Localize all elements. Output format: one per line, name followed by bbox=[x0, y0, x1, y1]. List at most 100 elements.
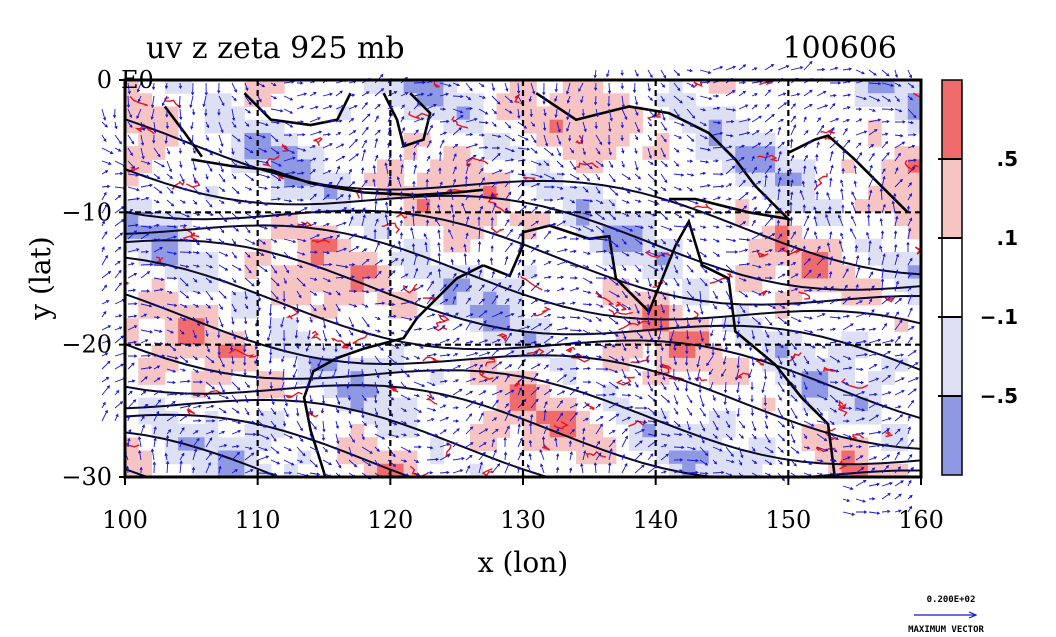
shade-cell bbox=[403, 80, 418, 94]
shade-cell bbox=[761, 450, 776, 465]
shade-cell bbox=[602, 291, 617, 306]
zeta-contour bbox=[554, 421, 569, 430]
shade-cell bbox=[324, 278, 338, 293]
shade-cell bbox=[509, 384, 524, 399]
shade-cell bbox=[164, 80, 179, 94]
shade-cell bbox=[469, 212, 484, 227]
shade-cell bbox=[363, 463, 378, 477]
shade-cell bbox=[841, 397, 856, 412]
shade-cell bbox=[217, 331, 232, 346]
shade-cell bbox=[125, 212, 139, 227]
zeta-contour bbox=[228, 348, 257, 359]
shade-cell bbox=[867, 238, 882, 253]
shade-cell bbox=[655, 344, 670, 359]
shade-cell bbox=[775, 146, 789, 160]
shade-cell bbox=[708, 371, 723, 385]
shade-cell bbox=[403, 252, 418, 266]
shade-cell bbox=[337, 106, 352, 121]
shade-cell bbox=[164, 252, 179, 266]
shade-cell bbox=[496, 172, 511, 187]
shade-cell bbox=[642, 252, 657, 266]
shade-cell bbox=[363, 172, 378, 187]
shade-cell bbox=[297, 225, 312, 240]
shade-cell bbox=[629, 331, 643, 346]
shade-cell bbox=[324, 172, 338, 187]
colorbar-swatch bbox=[942, 238, 962, 317]
shade-cell bbox=[151, 212, 166, 227]
shade-cell bbox=[337, 450, 352, 465]
shade-cell bbox=[416, 80, 431, 94]
shade-cell bbox=[761, 331, 776, 346]
shade-cell bbox=[722, 159, 736, 174]
shade-cell bbox=[337, 252, 352, 266]
shade-cell bbox=[377, 80, 391, 94]
shade-cell bbox=[509, 397, 524, 412]
shade-cell bbox=[151, 357, 166, 372]
shade-cell bbox=[284, 132, 298, 147]
shade-cell bbox=[841, 410, 856, 425]
shade-cell bbox=[828, 371, 842, 385]
shade-cell bbox=[602, 437, 617, 452]
zeta-contour bbox=[182, 231, 198, 242]
shade-cell bbox=[469, 371, 484, 385]
shade-cell bbox=[231, 119, 245, 134]
shade-cell bbox=[270, 384, 285, 399]
colorbar-label: −.5 bbox=[980, 384, 1018, 408]
shade-cell bbox=[907, 265, 921, 279]
shade-cell bbox=[682, 437, 696, 452]
shade-cell bbox=[867, 371, 882, 385]
shade-cell bbox=[615, 331, 630, 346]
zeta-contour bbox=[570, 353, 590, 363]
shade-cell bbox=[615, 291, 630, 306]
shade-cell bbox=[854, 238, 869, 253]
shade-cell bbox=[125, 450, 139, 465]
shade-cell bbox=[549, 132, 564, 147]
shade-cell bbox=[668, 304, 683, 319]
shade-cell bbox=[576, 146, 590, 160]
shade-cell bbox=[509, 146, 524, 160]
shade-cell bbox=[801, 172, 816, 187]
shade-cell bbox=[549, 172, 564, 187]
shade-cell bbox=[377, 397, 391, 412]
plot-area bbox=[101, 60, 923, 516]
shade-cell bbox=[615, 344, 630, 359]
zeta-contour bbox=[608, 308, 633, 316]
shade-cell bbox=[204, 278, 219, 293]
shade-cell bbox=[761, 397, 776, 412]
shade-cell bbox=[562, 199, 577, 213]
shade-cell bbox=[841, 159, 856, 174]
shade-cell bbox=[138, 450, 153, 465]
shade-cell bbox=[828, 384, 842, 399]
shade-cell bbox=[589, 437, 604, 452]
zeta-contour bbox=[437, 314, 451, 324]
shade-cell bbox=[828, 199, 842, 213]
chart-title: uv z zeta 925 mb bbox=[146, 31, 405, 66]
shade-cell bbox=[430, 437, 444, 452]
shade-cell bbox=[297, 185, 312, 200]
shade-cell bbox=[562, 424, 577, 438]
shade-cell bbox=[191, 304, 206, 319]
shade-cell bbox=[668, 437, 683, 452]
shade-cell bbox=[708, 80, 723, 94]
shade-cell bbox=[655, 132, 670, 147]
shade-cell bbox=[536, 384, 551, 399]
shade-cell bbox=[775, 344, 789, 359]
shade-cell bbox=[350, 252, 365, 266]
shade-cell bbox=[483, 132, 497, 147]
shade-cell bbox=[257, 93, 272, 107]
shade-cell bbox=[469, 437, 484, 452]
zeta-contour bbox=[484, 356, 496, 367]
x-tick-label: 130 bbox=[500, 506, 546, 534]
shade-cell bbox=[523, 265, 537, 279]
shade-cell bbox=[138, 410, 153, 425]
shade-cell bbox=[642, 225, 657, 240]
shade-cell bbox=[576, 185, 590, 200]
shade-cell bbox=[722, 410, 736, 425]
shade-cell bbox=[814, 265, 829, 279]
shade-cell bbox=[270, 410, 285, 425]
shade-cell bbox=[536, 132, 551, 147]
shade-cell bbox=[443, 238, 458, 253]
shade-cell bbox=[536, 119, 551, 134]
x-tick-label: 110 bbox=[235, 506, 281, 534]
colorbar-swatch bbox=[942, 396, 962, 475]
